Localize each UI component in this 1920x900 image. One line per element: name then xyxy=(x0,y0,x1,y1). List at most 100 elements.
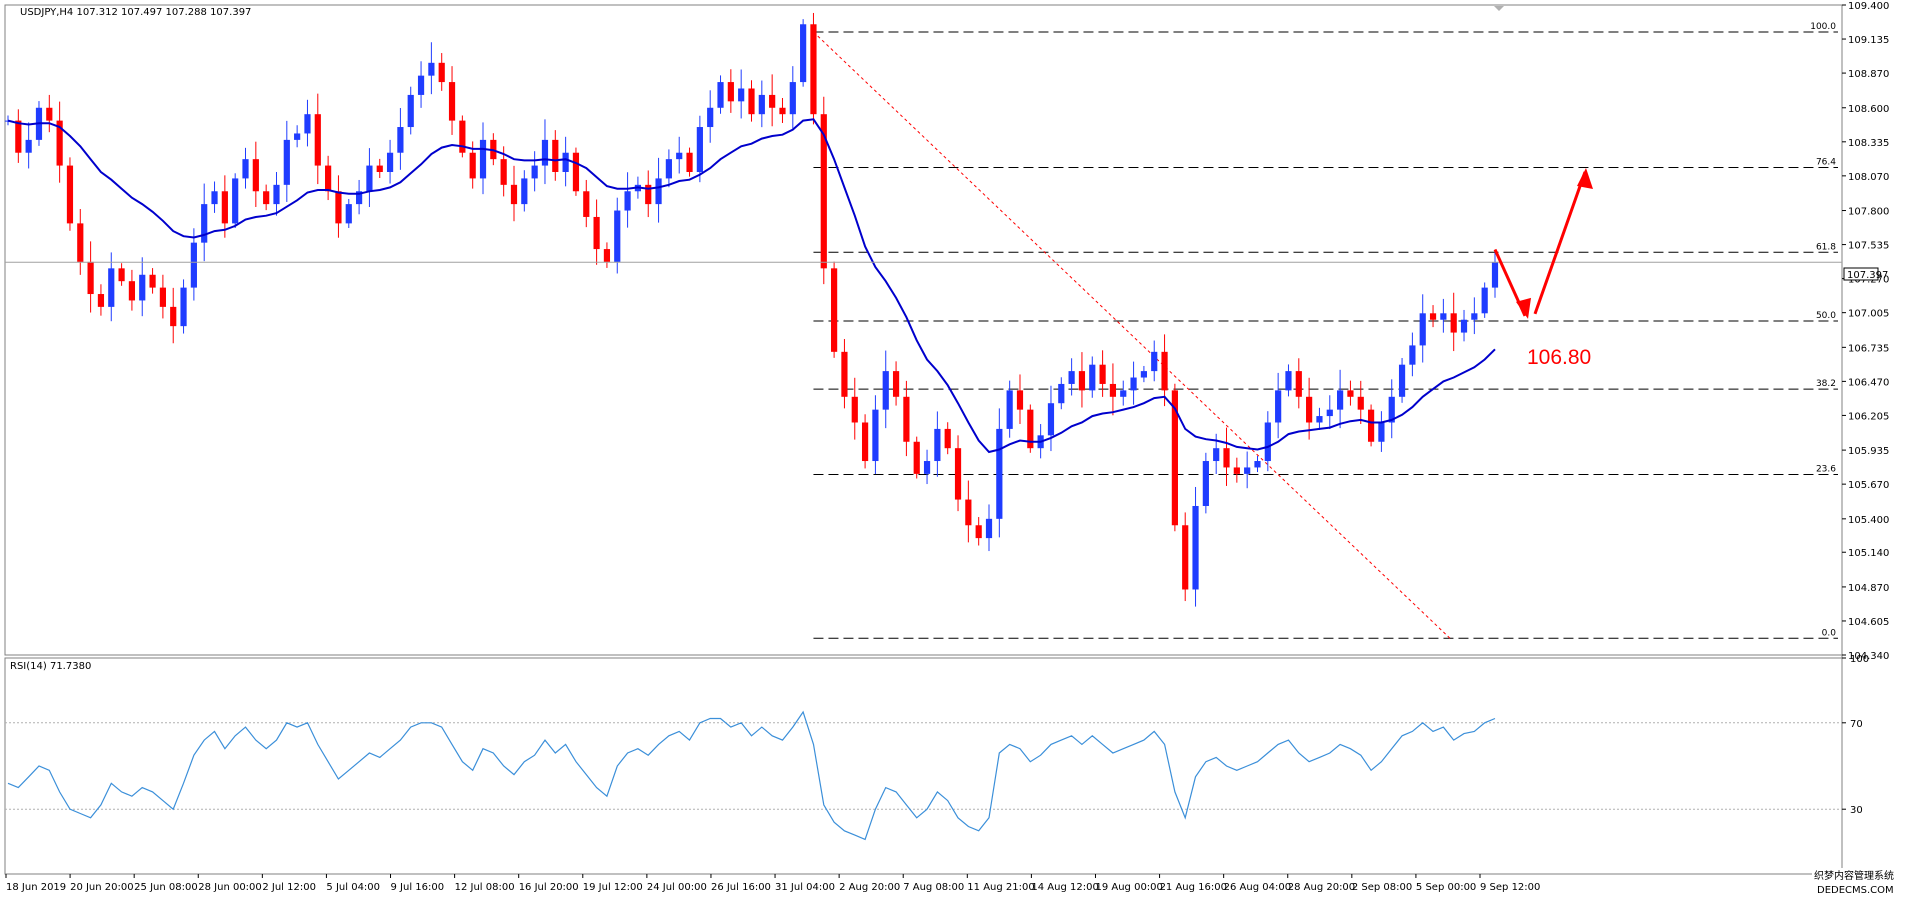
watermark: 织梦内容管理系统 DEDECMS.COM xyxy=(1812,868,1917,898)
candle-body xyxy=(1316,416,1323,423)
price-tick-label: 108.335 xyxy=(1848,138,1889,149)
candle-body xyxy=(273,184,280,205)
candle-body xyxy=(965,499,972,526)
candle-body xyxy=(304,114,311,134)
price-tick-label: 108.600 xyxy=(1848,104,1889,115)
candle-body xyxy=(810,24,817,115)
time-tick-label: 19 Aug 00:00 xyxy=(1095,882,1162,893)
price-tick-label: 105.935 xyxy=(1848,446,1889,457)
candle-body xyxy=(1398,364,1406,397)
candle-body xyxy=(366,165,373,192)
candle-body xyxy=(149,274,156,288)
rsi-tick-label: 100 xyxy=(1850,654,1869,665)
candle-body xyxy=(1409,345,1416,365)
candle-body xyxy=(1099,364,1106,384)
candle-body xyxy=(1078,371,1086,391)
time-tick-label: 16 Jul 20:00 xyxy=(519,882,579,893)
candle-body xyxy=(448,82,456,121)
candle-body xyxy=(386,152,394,172)
svg-text:107.397: 107.397 xyxy=(1847,270,1888,281)
candle-body xyxy=(1264,422,1271,462)
fib-level-label: 38.2 xyxy=(1816,379,1836,389)
candle-body xyxy=(407,94,414,128)
fib-trendline-segment xyxy=(813,31,1451,639)
candle-body xyxy=(417,75,425,95)
candle-body xyxy=(1027,409,1034,449)
candle-body xyxy=(975,525,982,539)
candle-body xyxy=(25,139,32,153)
candle-body xyxy=(593,216,600,250)
rsi-tick-label: 30 xyxy=(1850,805,1863,816)
candle-body xyxy=(903,396,910,442)
candle-body xyxy=(789,82,796,115)
candle-body xyxy=(1378,422,1385,442)
time-tick-label: 28 Jun 00:00 xyxy=(198,882,262,893)
price-tick-label: 108.070 xyxy=(1848,172,1889,183)
time-tick-label: 14 Aug 12:00 xyxy=(1031,882,1098,893)
candle-body xyxy=(66,165,74,224)
svg-text:织梦内容管理系统: 织梦内容管理系统 xyxy=(1814,869,1894,882)
rsi-panel-frame xyxy=(4,657,1843,875)
candle-body xyxy=(1223,448,1230,468)
candle-body xyxy=(892,371,900,397)
candle-body xyxy=(376,165,383,172)
candle-body xyxy=(1233,467,1240,474)
candle-body xyxy=(676,152,683,160)
candle-body xyxy=(1450,313,1457,333)
candle-body xyxy=(831,268,838,352)
candle-body xyxy=(87,261,94,295)
time-tick-label: 19 Jul 12:00 xyxy=(583,882,643,893)
candle-body xyxy=(128,281,136,301)
time-tick-label: 11 Aug 21:00 xyxy=(967,882,1034,893)
candle-body xyxy=(46,107,53,121)
candle-body xyxy=(1140,371,1148,378)
candle-body xyxy=(923,461,931,474)
time-tick-label: 25 Jun 08:00 xyxy=(134,882,198,893)
candle-body xyxy=(820,114,827,269)
candle-body xyxy=(232,178,239,224)
candle-body xyxy=(572,152,580,192)
price-tick-label: 104.340 xyxy=(1848,651,1889,662)
fib-trendline xyxy=(813,31,1451,639)
fib-level-label: 0.0 xyxy=(1822,628,1837,638)
candle-body xyxy=(1491,262,1499,288)
price-tick-label: 104.605 xyxy=(1848,617,1889,628)
candle-body xyxy=(645,184,652,205)
candle-body xyxy=(603,249,611,262)
candle-body xyxy=(1347,390,1354,397)
candle-body xyxy=(438,62,445,83)
time-tick-label: 21 Aug 16:00 xyxy=(1160,882,1227,893)
candle-body xyxy=(252,159,259,192)
time-axis-ticks: 18 Jun 2019 20 Jun 20:00 25 Jun 08:00 28 Ju… xyxy=(5,874,1540,893)
ema-polyline xyxy=(7,118,1496,454)
candle-body xyxy=(1295,371,1302,397)
candle-body xyxy=(1285,371,1292,391)
candle-body xyxy=(934,428,941,462)
candle-body xyxy=(190,242,197,288)
candle-body xyxy=(1306,396,1313,423)
candle-body xyxy=(1419,313,1426,346)
candle-body xyxy=(758,94,765,115)
scroll-marker-icon[interactable] xyxy=(1494,6,1504,11)
time-tick-label: 5 Jul 04:00 xyxy=(326,882,380,893)
candle-body xyxy=(242,159,249,179)
fib-level-label: 61.8 xyxy=(1816,242,1836,252)
candle-body xyxy=(655,178,662,205)
candle-body xyxy=(1244,467,1251,474)
rsi-indicator xyxy=(5,710,1842,841)
candle-body xyxy=(851,396,858,423)
candle-body xyxy=(1068,371,1075,384)
forecast-arrows xyxy=(1493,167,1593,319)
time-tick-label: 26 Jul 16:00 xyxy=(711,882,771,893)
candle-body xyxy=(263,191,270,205)
candle-body xyxy=(1130,377,1137,391)
price-tick-label: 106.205 xyxy=(1848,411,1889,422)
candle-body xyxy=(1047,403,1055,436)
candle-body xyxy=(510,184,518,205)
candle-body xyxy=(97,294,105,307)
candle-body xyxy=(738,88,745,102)
candle-body xyxy=(1182,525,1189,590)
candle-body xyxy=(727,82,734,102)
candle-body xyxy=(139,274,146,301)
candle-body xyxy=(345,204,352,224)
